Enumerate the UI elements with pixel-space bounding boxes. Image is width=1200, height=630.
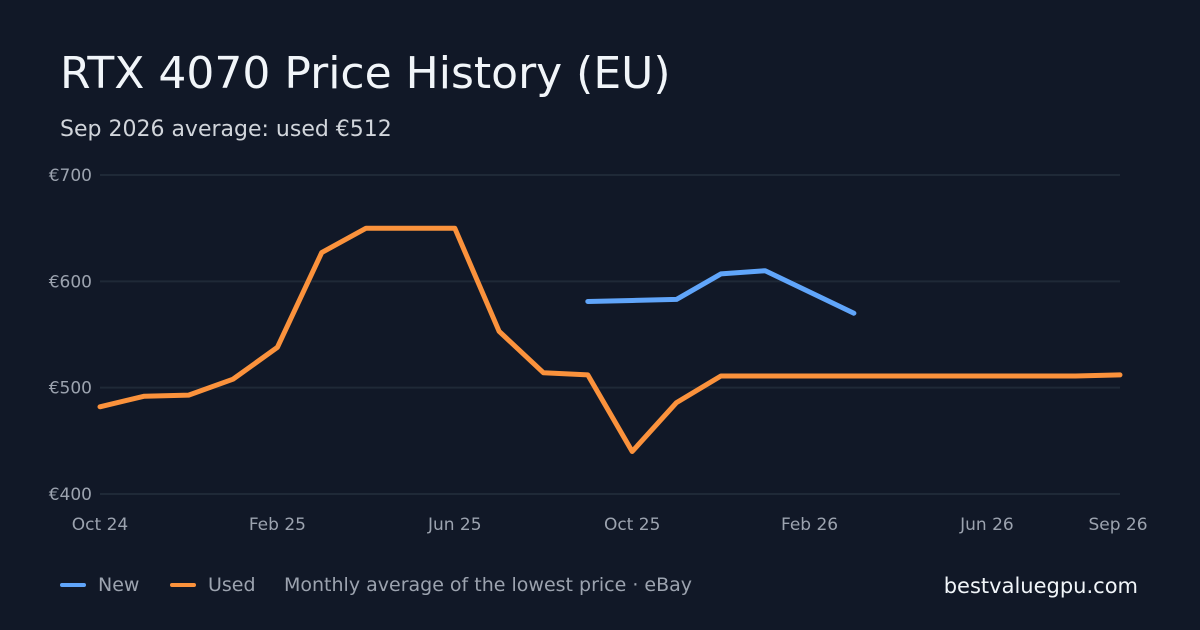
grid-lines [100,174,1120,495]
y-axis-ticks: €400 €500 €600 €700 [49,166,92,505]
y-tick-label: €700 [49,166,92,186]
legend-item-new: New [60,574,139,596]
source-note: Monthly average of the lowest price · eB… [284,574,693,596]
legend-item-used: Used [170,574,256,596]
chart-title: RTX 4070 Price History (EU) [60,48,671,99]
chart-subtitle: Sep 2026 average: used €512 [60,117,392,142]
x-tick-label: Sep 26 [1088,515,1147,535]
x-tick-label: Jun 26 [959,515,1014,535]
y-tick-label: €400 [49,485,92,505]
x-tick-label: Feb 26 [781,515,838,535]
x-tick-label: Oct 25 [604,515,660,535]
x-tick-label: Feb 25 [249,515,306,535]
legend-swatch-used [170,583,196,587]
chart-footer: New Used Monthly average of the lowest p… [60,574,1140,600]
legend-label-used: Used [208,574,256,596]
legend-label-new: New [98,574,140,596]
x-axis-ticks: Oct 24 Feb 25 Jun 25 Oct 25 Feb 26 Jun 26 Sep … [72,515,1148,535]
y-tick-label: €600 [49,272,92,292]
series-line-new [585,268,857,316]
x-tick-label: Jun 25 [427,515,482,535]
series-lines [97,225,1123,454]
x-tick-label: Oct 24 [72,515,128,535]
legend-swatch-new [60,583,86,587]
brand-link[interactable]: bestvaluegpu.com [943,574,1138,598]
series-line-used [97,225,1123,454]
y-tick-label: €500 [49,379,92,399]
